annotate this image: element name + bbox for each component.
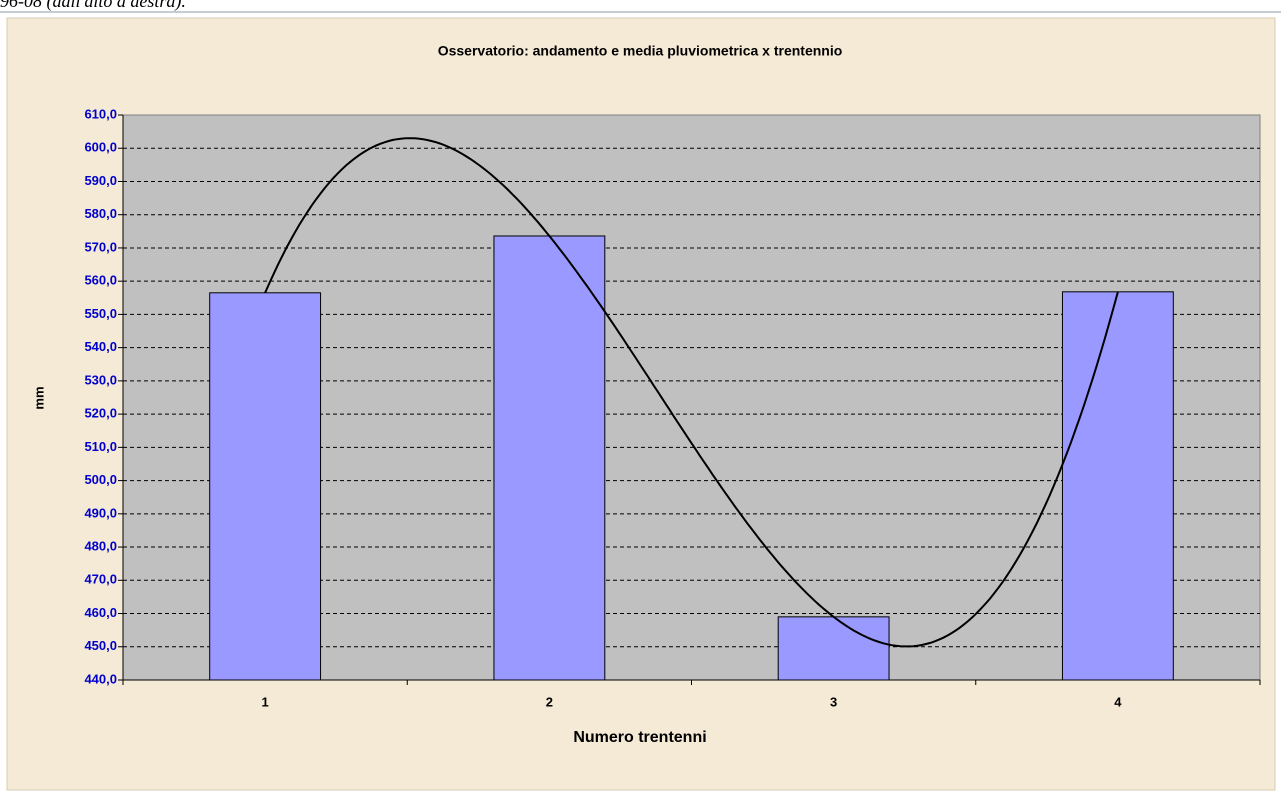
- y-axis-label: mm: [31, 386, 46, 409]
- y-tick-label: 480,0: [84, 538, 117, 553]
- y-tick-label: 610,0: [84, 106, 117, 121]
- x-tick-label: 4: [1114, 694, 1122, 709]
- header-text: 96-08 (dall'alto a destra).: [0, 0, 186, 12]
- y-tick-label: 510,0: [84, 439, 117, 454]
- bar: [777, 616, 890, 681]
- trendline: [264, 137, 1119, 648]
- y-tick-label: 460,0: [84, 605, 117, 620]
- bar: [1061, 291, 1174, 681]
- y-tick-label: 490,0: [84, 505, 117, 520]
- y-tick-label: 500,0: [84, 472, 117, 487]
- x-tick-label: 2: [546, 694, 553, 709]
- y-tick-label: 600,0: [84, 140, 117, 155]
- y-tick-label: 520,0: [84, 406, 117, 421]
- y-tick-label: 540,0: [84, 339, 117, 354]
- y-tick-label: 450,0: [84, 638, 117, 653]
- bar: [209, 292, 322, 681]
- y-tick-label: 580,0: [84, 206, 117, 221]
- y-tick-label: 570,0: [84, 239, 117, 254]
- y-tick-label: 550,0: [84, 306, 117, 321]
- y-tick-label: 560,0: [84, 273, 117, 288]
- bar: [493, 235, 606, 681]
- chart-title: Osservatorio: andamento e media pluviome…: [438, 43, 843, 59]
- y-tick-label: 470,0: [84, 572, 117, 587]
- x-tick-label: 3: [830, 694, 837, 709]
- y-tick-label: 440,0: [84, 671, 117, 686]
- x-tick-label: 1: [262, 694, 269, 709]
- y-tick-label: 590,0: [84, 173, 117, 188]
- x-axis-label: Numero trentenni: [573, 729, 706, 746]
- y-tick-label: 530,0: [84, 372, 117, 387]
